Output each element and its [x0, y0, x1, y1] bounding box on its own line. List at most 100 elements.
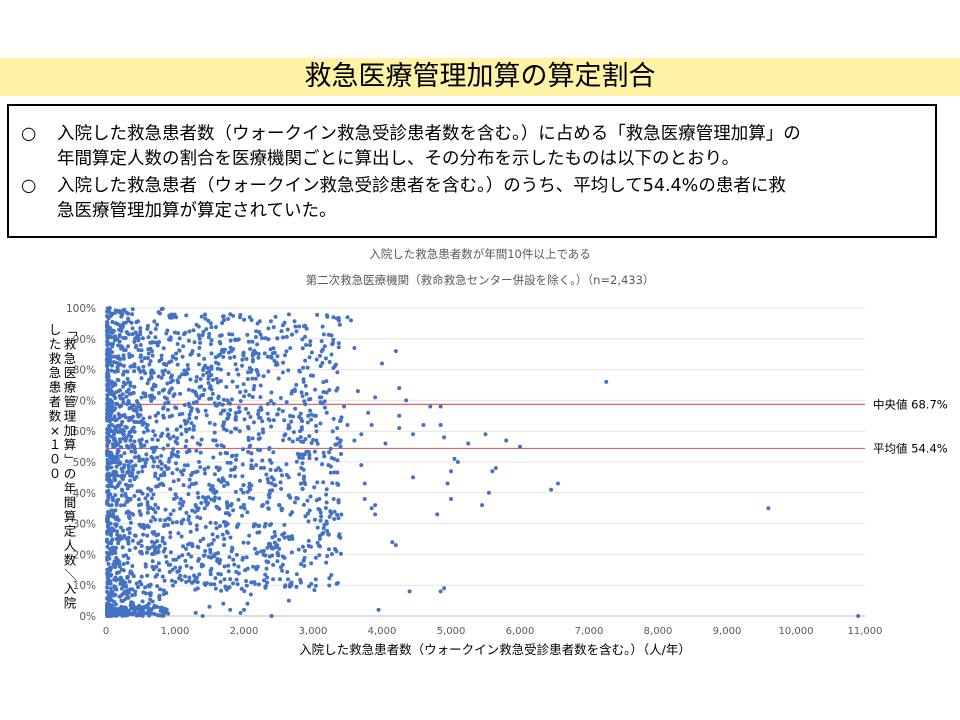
data-point: [214, 526, 219, 531]
y-axis-label-char: 院: [64, 596, 77, 611]
data-point: [174, 453, 179, 458]
data-point: [121, 323, 126, 328]
data-point: [127, 469, 132, 474]
data-point: [177, 336, 182, 341]
data-point: [147, 393, 152, 398]
data-point: [187, 416, 192, 421]
data-point: [107, 556, 112, 561]
data-point: [222, 564, 227, 569]
data-point: [125, 560, 130, 565]
data-point: [114, 501, 119, 506]
data-point: [113, 485, 118, 490]
data-point: [231, 313, 236, 318]
data-point: [190, 435, 195, 440]
data-point: [266, 480, 271, 485]
y-axis-label-char: 加: [64, 423, 77, 438]
data-point: [331, 337, 336, 342]
data-point: [181, 344, 186, 349]
data-point: [221, 354, 226, 359]
data-point: [323, 356, 328, 361]
data-point: [270, 488, 275, 493]
data-point: [176, 477, 181, 482]
data-point: [261, 548, 266, 553]
y-tick-label: 30%: [73, 519, 96, 531]
data-point: [139, 502, 144, 507]
data-point: [337, 440, 342, 445]
data-point: [208, 384, 213, 389]
data-point: [126, 311, 131, 316]
data-point: [252, 581, 257, 586]
data-point: [121, 356, 126, 361]
data-point: [105, 364, 110, 369]
data-point: [140, 469, 145, 474]
data-point: [149, 454, 154, 459]
data-point: [549, 487, 554, 492]
data-point: [286, 598, 291, 603]
data-point: [144, 452, 149, 457]
data-point: [105, 576, 110, 581]
data-point: [154, 484, 159, 489]
data-point: [198, 538, 203, 543]
data-point: [302, 548, 307, 553]
data-point: [238, 610, 243, 615]
data-point: [182, 403, 187, 408]
data-point: [140, 336, 145, 341]
y-axis-label-char: 入: [64, 581, 77, 596]
data-point: [119, 329, 124, 334]
data-point: [300, 486, 305, 491]
data-point: [235, 524, 240, 529]
data-point: [133, 345, 138, 350]
data-point: [202, 467, 207, 472]
data-point: [157, 482, 162, 487]
data-point: [216, 468, 221, 473]
data-point: [327, 360, 332, 365]
data-point: [261, 430, 266, 435]
data-point: [322, 405, 327, 410]
data-point: [170, 583, 175, 588]
data-point: [105, 347, 110, 352]
data-point: [169, 578, 174, 583]
data-point: [226, 372, 231, 377]
data-point: [161, 361, 166, 366]
data-point: [209, 338, 214, 343]
data-point: [227, 401, 232, 406]
data-point: [122, 533, 127, 538]
data-point: [118, 439, 123, 444]
data-point: [253, 335, 258, 340]
data-point: [171, 508, 176, 513]
data-point: [301, 467, 306, 472]
bullet-text: 入院した救急患者（ウォークイン救急受診患者を含む。）のうち、平均して54.4%の…: [57, 174, 925, 224]
data-point: [121, 353, 126, 358]
data-point: [248, 414, 253, 419]
y-axis-label-char: た: [49, 336, 62, 351]
data-point: [116, 378, 121, 383]
data-point: [127, 415, 132, 420]
data-point: [158, 473, 163, 478]
data-point: [122, 412, 127, 417]
data-point: [157, 339, 162, 344]
data-point: [161, 346, 166, 351]
data-point: [113, 493, 118, 498]
data-point: [105, 427, 110, 432]
data-point: [208, 582, 213, 587]
data-point: [159, 307, 164, 312]
data-point: [271, 418, 276, 423]
data-point: [234, 367, 239, 372]
data-point: [155, 343, 160, 348]
data-point: [397, 413, 402, 418]
data-point: [225, 501, 230, 506]
data-point: [146, 546, 151, 551]
data-point: [327, 514, 332, 519]
data-point: [266, 506, 271, 511]
data-point: [188, 377, 193, 382]
data-point: [154, 533, 159, 538]
data-point: [160, 388, 165, 393]
data-point: [455, 460, 460, 464]
data-point: [130, 353, 135, 358]
data-point: [132, 369, 137, 374]
data-point: [127, 516, 132, 521]
data-point: [105, 513, 110, 518]
data-point: [324, 410, 329, 415]
data-point: [317, 537, 322, 541]
data-point: [282, 353, 287, 358]
